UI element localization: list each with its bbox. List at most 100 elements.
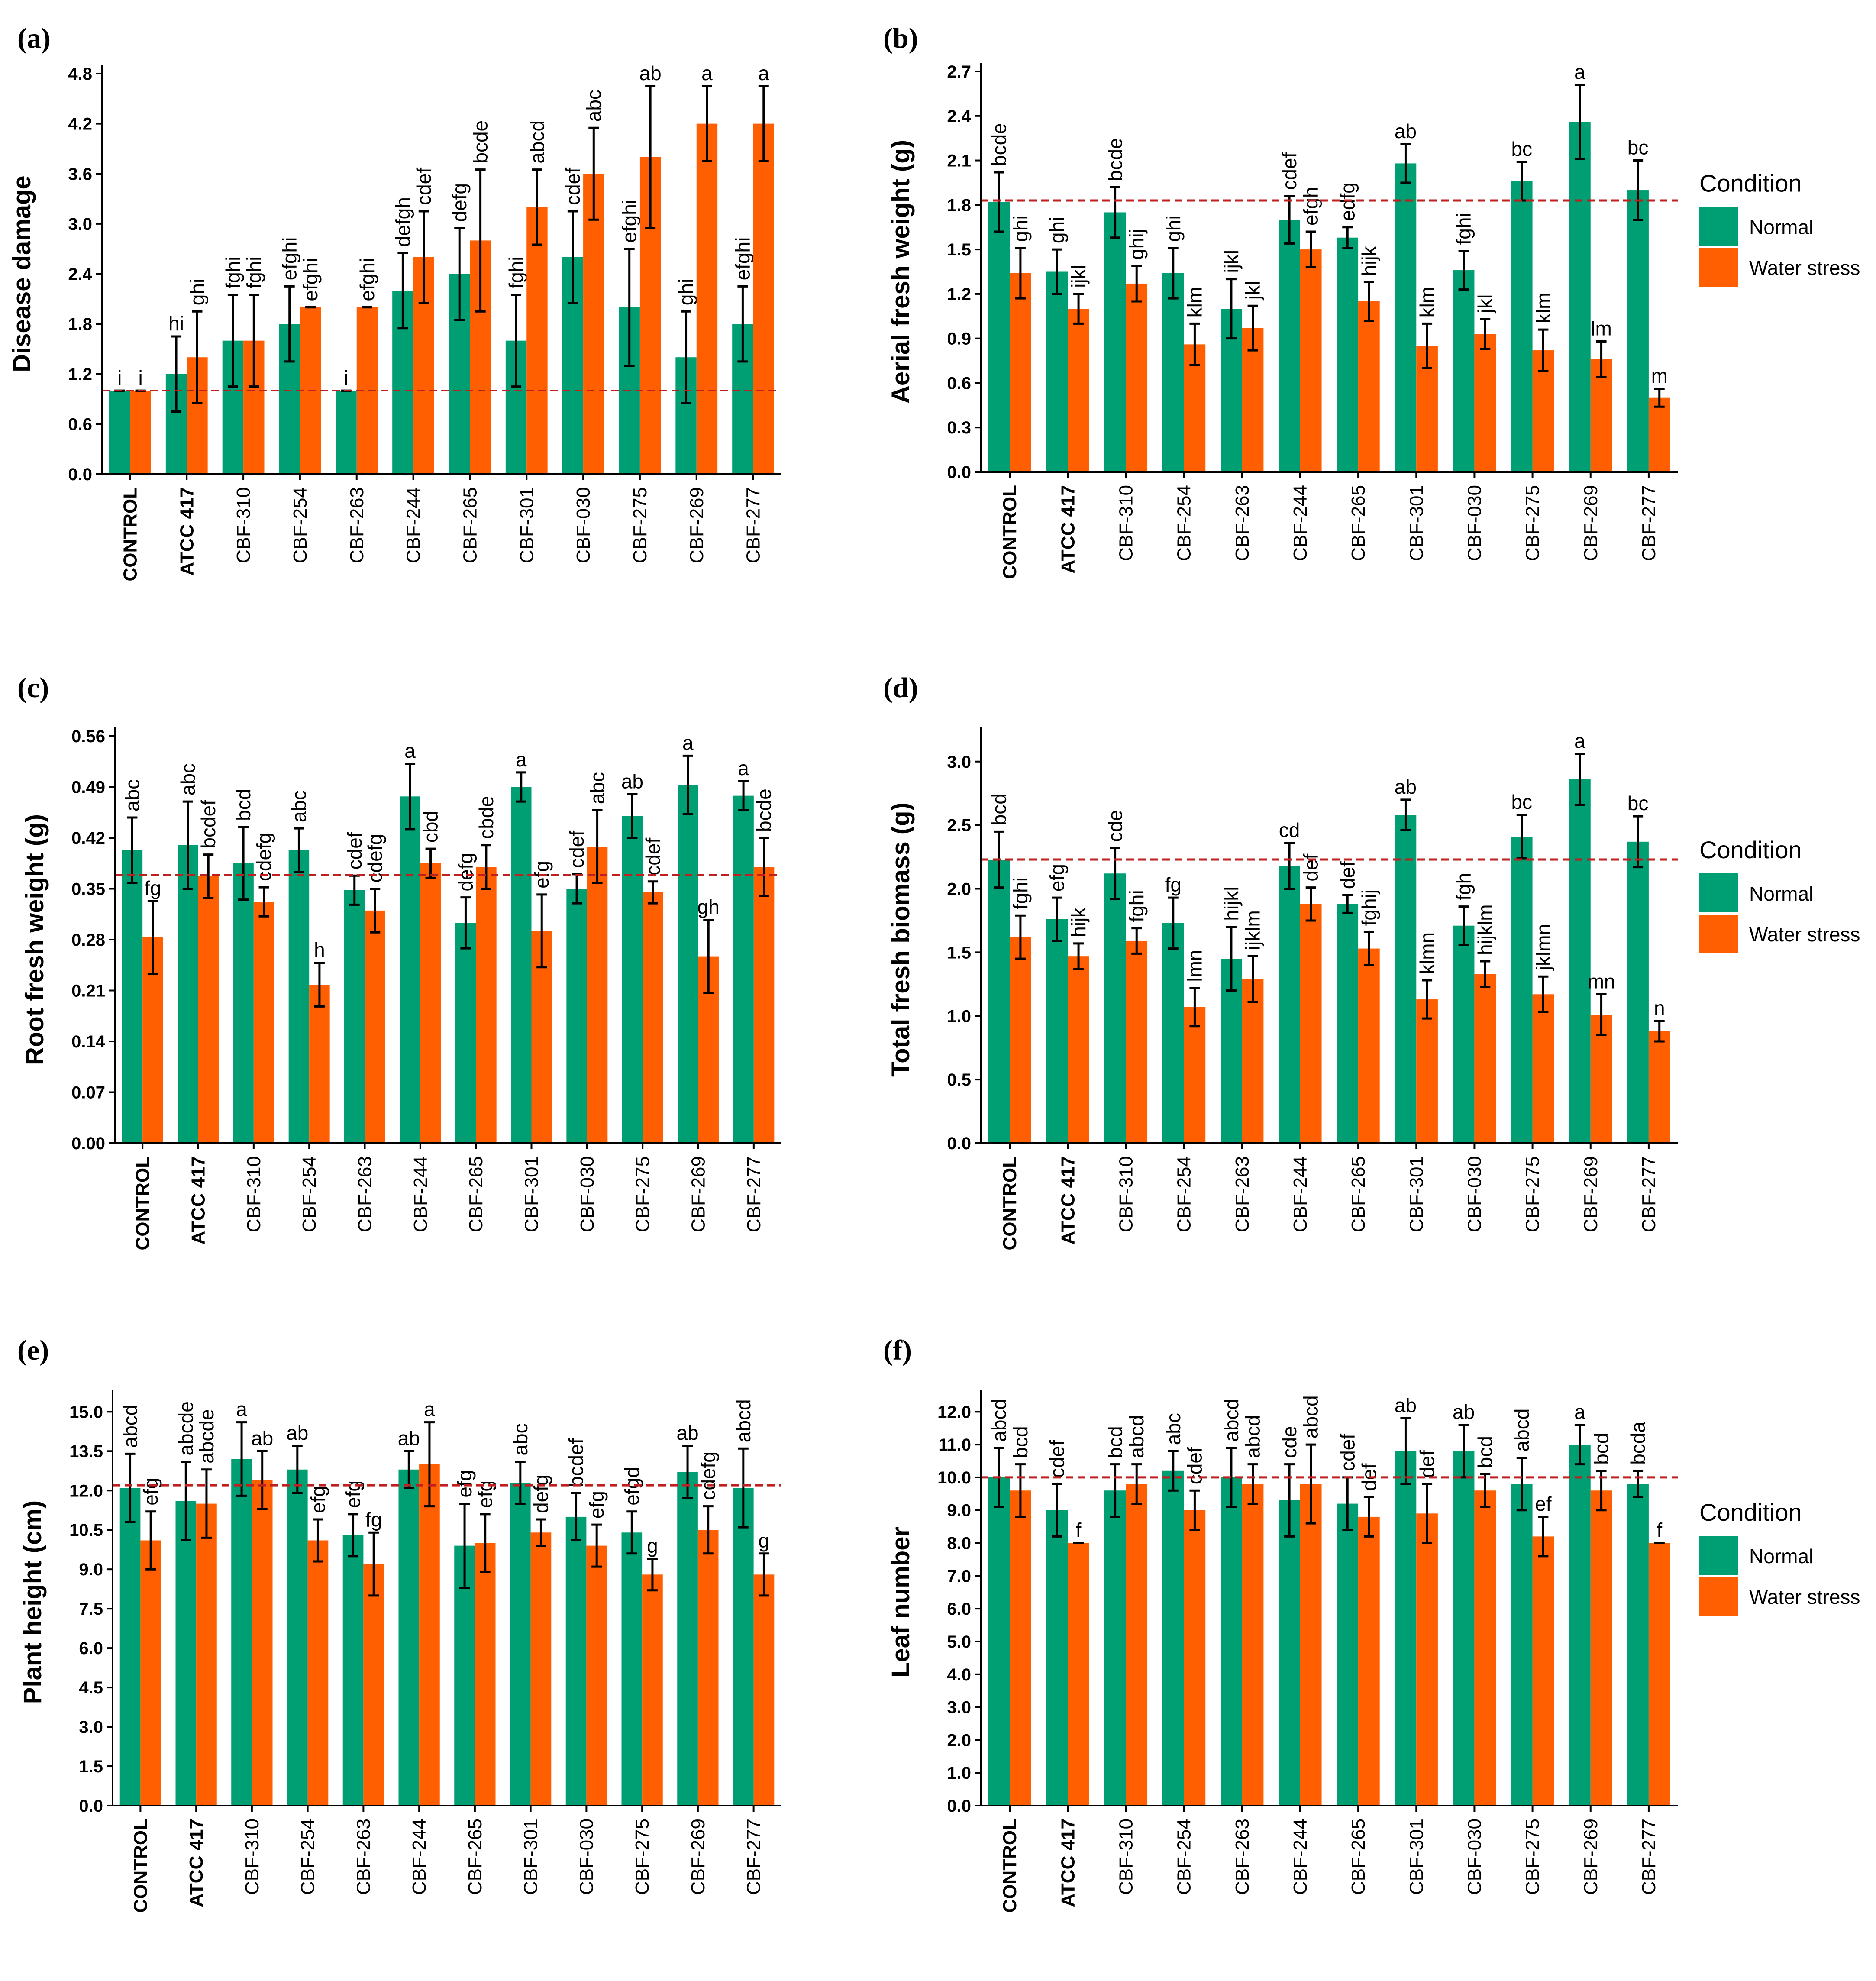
bar-water-stress-8: [1416, 1513, 1438, 1806]
significance-letter: def: [1416, 1450, 1438, 1478]
panel-label: (b): [883, 23, 918, 54]
significance-letter: cdef: [642, 838, 664, 876]
y-tick-label: 7.0: [947, 1567, 971, 1586]
bar-water-stress-11: [697, 1530, 719, 1806]
bar-normal-3: [233, 863, 254, 1143]
bar-water-stress-3: [1126, 283, 1148, 472]
bar-water-stress-12: [1648, 1543, 1670, 1806]
legend-swatch-normal: [1699, 207, 1738, 246]
significance-letter: abc: [1162, 1413, 1185, 1445]
y-tick-label: 0.21: [71, 982, 105, 1001]
significance-letter: abc: [121, 779, 143, 811]
bar-normal-6: [400, 796, 420, 1143]
bar-normal-1: [122, 850, 143, 1143]
significance-letter: def: [1336, 861, 1359, 889]
bar-normal-8: [1395, 1451, 1417, 1806]
bar-normal-1: [988, 1477, 1010, 1806]
x-tick-label: CBF-265: [1348, 485, 1369, 561]
legend: Condition Normal Water stress: [1699, 170, 1860, 287]
significance-letter: hijk: [1067, 907, 1090, 937]
panel-c: (c) 0.00 0.07 0.14 0.21 0.28 0.35 0.42 0.49 0.56 R…: [17, 672, 781, 1251]
significance-letter: cdef: [1336, 1434, 1359, 1471]
bar-normal-8: [511, 787, 532, 1143]
significance-letter: n: [1654, 997, 1665, 1019]
bar-normal-11: [678, 785, 698, 1143]
legend: Condition Normal Water stress: [1699, 836, 1860, 953]
bar-water-stress-11: [696, 123, 718, 474]
significance-letter: abcd: [119, 1405, 142, 1448]
significance-letter: abcd: [1125, 1415, 1148, 1458]
bar-water-stress-6: [419, 1464, 440, 1806]
significance-letter: cdef: [562, 168, 584, 205]
y-tick-label: 5.0: [947, 1632, 971, 1651]
bar-normal-9: [1453, 1451, 1475, 1806]
x-tick-label: CBF-244: [1290, 485, 1311, 561]
legend-label-water-stress: Water stress: [1749, 923, 1860, 946]
x-tick-label: CBF-310: [243, 1156, 265, 1232]
x-tick-label: CBF-301: [520, 1819, 542, 1895]
x-tick-label: CBF-301: [521, 1156, 542, 1232]
x-tick-label: CBF-301: [1406, 485, 1427, 561]
x-tick-label: CBF-301: [1406, 1819, 1427, 1895]
x-tick-label: CBF-254: [1174, 1156, 1195, 1232]
bar-water-stress-1: [130, 391, 151, 474]
significance-letter: fg: [365, 1508, 382, 1531]
significance-letter: cdef: [1278, 152, 1301, 190]
y-tick-label: 2.4: [68, 265, 92, 284]
panel-label: (c): [17, 672, 49, 704]
significance-letter: bcd: [988, 793, 1010, 825]
significance-letter: abc: [287, 790, 310, 822]
significance-letter: a: [424, 1398, 435, 1421]
legend-title: Condition: [1699, 1499, 1802, 1526]
y-tick-label: 2.0: [947, 1731, 971, 1750]
x-tick-label: CBF-263: [1232, 1819, 1253, 1895]
x-tick-label: CBF-275: [632, 1819, 653, 1895]
legend-label-water-stress: Water stress: [1749, 257, 1860, 279]
bar-water-stress-5: [1242, 1484, 1264, 1806]
x-tick-label: CBF-244: [403, 487, 424, 563]
significance-letter: fghi: [242, 257, 265, 289]
bar-normal-12: [1627, 190, 1649, 472]
significance-letter: cdef: [343, 832, 366, 869]
significance-letter: mn: [1588, 970, 1615, 992]
significance-letter: bc: [1627, 136, 1649, 159]
significance-letter: ab: [676, 1422, 698, 1444]
x-tick-label: CBF-030: [1464, 1156, 1485, 1232]
bar-normal-1: [119, 1488, 141, 1806]
significance-letter: abcde: [195, 1409, 218, 1463]
significance-letter: a: [738, 757, 749, 779]
bar-normal-3: [231, 1459, 252, 1806]
bar-normal-10: [1511, 1484, 1533, 1806]
significance-letter: bc: [1627, 792, 1649, 814]
x-tick-label: CBF-277: [1638, 1156, 1660, 1232]
legend-swatch-water-stress: [1699, 915, 1738, 953]
x-tick-label: CBF-277: [743, 487, 764, 563]
bar-water-stress-10: [643, 892, 663, 1143]
bar-water-stress-5: [1242, 979, 1264, 1143]
bar-normal-4: [288, 850, 310, 1143]
significance-letter: edfg: [1336, 182, 1359, 221]
y-tick-label: 0.28: [71, 931, 105, 950]
x-tick-label: CBF-310: [242, 1819, 263, 1895]
bar-normal-4: [1162, 1470, 1184, 1806]
x-tick-label: CBF-310: [1115, 1156, 1137, 1232]
bar-water-stress-2: [1068, 1543, 1089, 1806]
x-tick-label: CBF-269: [688, 1819, 709, 1895]
x-tick-label: CBF-254: [1174, 485, 1195, 561]
y-tick-label: 1.0: [947, 1764, 971, 1783]
bar-normal-9: [565, 1516, 587, 1806]
y-tick-label: 0.9: [947, 330, 971, 349]
x-tick-label: CBF-265: [1348, 1819, 1369, 1895]
significance-letter: fghi: [222, 257, 244, 289]
significance-letter: cde: [1278, 1426, 1301, 1458]
significance-letter: def: [1300, 853, 1322, 881]
bar-water-stress-5: [365, 910, 385, 1143]
y-axis-title: Disease damage: [8, 175, 36, 372]
significance-letter: i: [344, 366, 348, 389]
legend-swatch-water-stress: [1699, 248, 1738, 287]
significance-letter: bcd: [1590, 1433, 1613, 1465]
significance-letter: jkl: [1474, 294, 1496, 314]
bar-water-stress-12: [753, 867, 775, 1143]
bar-normal-4: [287, 1469, 308, 1806]
x-tick-label: CBF-265: [1348, 1156, 1369, 1232]
